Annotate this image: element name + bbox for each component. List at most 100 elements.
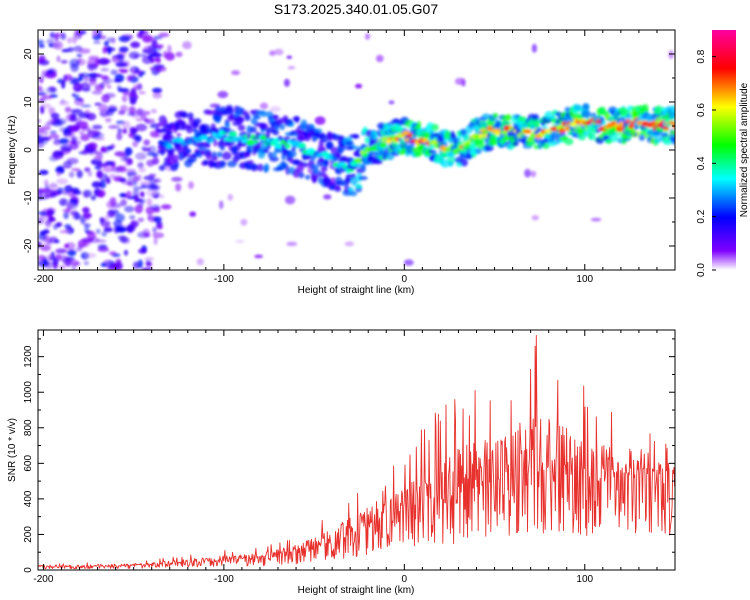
- noise-blob: [119, 165, 127, 173]
- noise-blob: [142, 34, 153, 43]
- noise-blob: [108, 251, 117, 256]
- ridge-halo: [271, 114, 279, 119]
- noise-blob: [355, 83, 363, 89]
- ridge-halo: [193, 118, 202, 125]
- ridge-halo: [267, 151, 274, 159]
- ridge-halo: [345, 140, 354, 146]
- noise-blob: [157, 224, 163, 230]
- noise-blob: [148, 173, 157, 178]
- snr-plot-area: [38, 330, 675, 570]
- ridge-core: [284, 144, 291, 149]
- noise-blob: [531, 43, 538, 53]
- ridge-halo: [288, 149, 297, 158]
- noise-blob: [81, 126, 91, 132]
- noise-blob: [124, 168, 137, 173]
- ridge-halo: [324, 158, 329, 167]
- noise-blob: [84, 225, 90, 233]
- noise-blob: [105, 161, 115, 166]
- noise-blob: [154, 66, 167, 72]
- noise-blob: [58, 138, 70, 144]
- ridge-core: [570, 122, 578, 127]
- noise-blob: [58, 100, 70, 106]
- ridge-halo: [563, 138, 574, 146]
- noise-blob: [46, 38, 55, 45]
- noise-blob: [364, 33, 371, 40]
- ridge-halo: [428, 130, 435, 135]
- ridge-halo: [272, 150, 277, 158]
- noise-blob: [89, 73, 97, 78]
- noise-blob: [60, 60, 68, 64]
- noise-blob: [97, 163, 108, 167]
- noise-blob: [150, 58, 161, 62]
- noise-blob: [63, 74, 68, 84]
- noise-blob: [403, 259, 414, 266]
- noise-blob: [152, 92, 162, 99]
- noise-blob: [87, 171, 93, 177]
- noise-blob: [100, 217, 107, 222]
- noise-blob: [454, 77, 466, 85]
- noise-blob: [152, 87, 163, 93]
- noise-blob: [122, 94, 128, 103]
- noise-blob: [269, 106, 281, 113]
- noise-blob: [83, 223, 91, 227]
- noise-blob: [130, 67, 135, 73]
- colorbar-label: Normalized spectral amplitude: [739, 82, 750, 217]
- noise-blob: [106, 200, 116, 209]
- ridge-halo: [459, 128, 468, 136]
- noise-blob: [38, 218, 45, 225]
- noise-blob: [128, 74, 136, 80]
- noise-blob: [38, 233, 47, 241]
- ridge-halo: [295, 165, 304, 173]
- snr-xtick-label: -200: [33, 574, 53, 585]
- noise-blob: [524, 168, 532, 178]
- noise-blob: [79, 215, 86, 223]
- ridge-halo: [670, 137, 675, 142]
- ridge-halo: [352, 134, 360, 139]
- noise-blob: [72, 190, 82, 195]
- noise-blob: [61, 48, 70, 53]
- spectrogram-xtick-label: 100: [576, 274, 593, 285]
- noise-blob: [344, 241, 355, 247]
- noise-blob: [151, 39, 158, 49]
- noise-blob: [44, 189, 56, 198]
- ridge-halo: [163, 119, 168, 127]
- noise-blob: [83, 261, 90, 266]
- ridge-halo: [272, 128, 279, 136]
- spectrogram-blobs: [38, 30, 675, 270]
- noise-blob: [254, 254, 263, 259]
- ridge-halo: [350, 176, 358, 186]
- ridge-halo: [518, 121, 524, 130]
- noise-blob: [65, 113, 75, 122]
- noise-blob: [284, 195, 296, 205]
- noise-blob: [135, 152, 147, 160]
- noise-blob: [82, 206, 90, 214]
- colorbar: 0.0 0.2 0.4 0.6 0.8 Normalized spectral ampl…: [696, 30, 750, 277]
- ridge-halo: [431, 123, 439, 131]
- noise-blob: [139, 53, 147, 58]
- noise-blob: [107, 85, 112, 89]
- noise-blob: [78, 30, 87, 35]
- noise-blob: [86, 147, 98, 155]
- ridge-halo: [259, 139, 265, 145]
- ridge-halo: [659, 114, 664, 122]
- colorbar-gradient: [712, 30, 736, 270]
- noise-blob: [176, 132, 182, 137]
- noise-blob: [44, 219, 52, 228]
- noise-blob: [148, 145, 157, 154]
- spectrogram-ylabel: Frequency (Hz): [7, 116, 18, 185]
- noise-blob: [146, 183, 158, 191]
- noise-blob: [41, 136, 49, 145]
- noise-blob: [108, 209, 119, 213]
- ridge-halo: [249, 126, 257, 133]
- noise-blob: [122, 128, 128, 134]
- noise-blob: [44, 184, 50, 190]
- noise-blob: [56, 172, 61, 177]
- noise-blob: [55, 166, 65, 174]
- snr-ylabel: SNR (10 * v/v): [7, 418, 18, 482]
- ridge-core: [614, 123, 620, 128]
- noise-blob: [110, 69, 118, 76]
- ridge-halo: [663, 138, 672, 145]
- noise-blob: [231, 70, 241, 75]
